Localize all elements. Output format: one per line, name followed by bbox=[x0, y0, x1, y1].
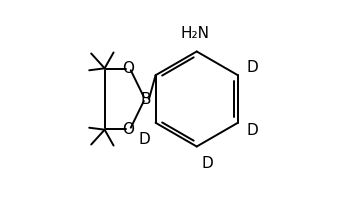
Text: D: D bbox=[202, 156, 214, 171]
Text: B: B bbox=[141, 91, 151, 107]
Text: O: O bbox=[122, 122, 135, 137]
Text: O: O bbox=[122, 61, 135, 76]
Text: D: D bbox=[247, 123, 259, 138]
Text: D: D bbox=[139, 132, 150, 147]
Text: H₂N: H₂N bbox=[180, 26, 209, 41]
Text: D: D bbox=[247, 60, 259, 75]
